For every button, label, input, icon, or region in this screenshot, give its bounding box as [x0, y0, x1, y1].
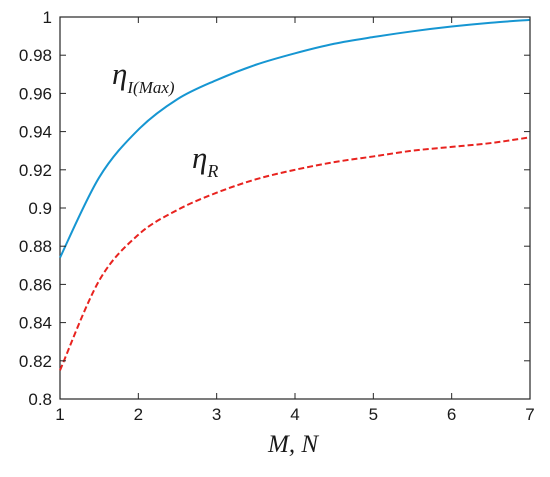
- y-tick-label: 0.82: [19, 352, 52, 371]
- series-label-eta-imax: ηI(Max): [112, 56, 175, 97]
- y-axis: 0.8 0.82 0.84 0.86 0.88 0.9 0.92 0.94 0.96 0.98 1: [19, 8, 530, 409]
- series-label-eta-imax-sub: I(Max): [126, 78, 175, 97]
- y-tick-label: 0.86: [19, 275, 52, 294]
- x-tick-label: 6: [447, 405, 456, 424]
- series-layer: [59, 18, 531, 371]
- plot-area: [59, 16, 531, 400]
- y-tick-label: 0.96: [19, 84, 52, 103]
- series-line-eta-imax: [59, 18, 531, 259]
- y-tick-label: 0.94: [19, 123, 52, 142]
- y-tick-label: 0.8: [28, 390, 52, 409]
- x-tick-label: 2: [134, 405, 143, 424]
- x-axis: 1 2 3 4 5 6 7: [55, 17, 535, 424]
- series-label-eta-r: ηR: [192, 140, 218, 181]
- y-tick-label: 0.98: [19, 46, 52, 65]
- y-tick-label: 0.84: [19, 314, 52, 333]
- series-label-eta-r-sub: R: [206, 161, 218, 181]
- plot-frame: [59, 16, 531, 400]
- series-label-eta-r-main: η: [192, 140, 207, 175]
- x-axis-title: M, N: [267, 431, 319, 458]
- y-tick-label: 0.9: [28, 199, 52, 218]
- x-tick-label: 1: [55, 405, 64, 424]
- series-line-eta-r: [59, 136, 531, 371]
- x-tick-label: 7: [525, 405, 534, 424]
- series-label-eta-imax-main: η: [112, 56, 127, 91]
- x-tick-label: 5: [369, 405, 378, 424]
- y-tick-label: 0.88: [19, 237, 52, 256]
- y-tick-label: 1: [43, 8, 52, 27]
- x-tick-label: 3: [212, 405, 221, 424]
- y-tick-label: 0.92: [19, 161, 52, 180]
- x-tick-label: 4: [290, 405, 299, 424]
